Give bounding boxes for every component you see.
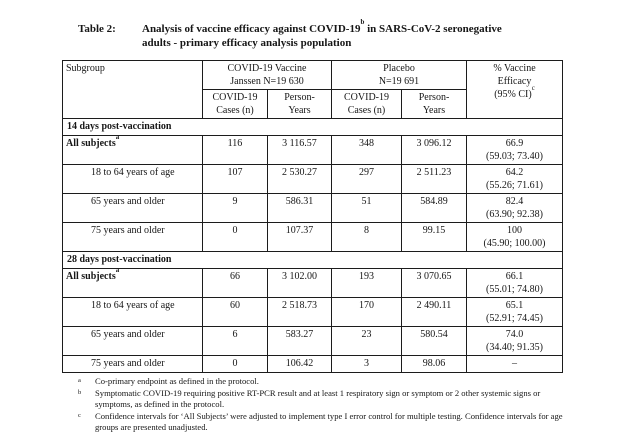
efficacy-cell: 82.4 (63.90; 92.38) bbox=[466, 193, 563, 223]
table-row: 75 years and older 0 107.37 8 99.15 100(… bbox=[62, 222, 563, 252]
vaccine-person-years-cell: 3 102.00 bbox=[267, 268, 332, 298]
footnote-marker: c bbox=[78, 412, 81, 419]
table-title-line1: Analysis of vaccine efficacy against COV… bbox=[142, 18, 502, 35]
table-title: Table 2: Analysis of vaccine efficacy ag… bbox=[78, 18, 578, 50]
subgroup-cell: 65 years and older bbox=[62, 193, 203, 223]
vaccine-person-years-cell: 106.42 bbox=[267, 355, 332, 373]
vaccine-person-years-cell: 107.37 bbox=[267, 222, 332, 252]
footnote-b: b Symptomatic COVID-19 requiring positiv… bbox=[78, 388, 570, 410]
vaccine-cases-cell: 60 bbox=[202, 297, 268, 327]
subgroup-cell: 18 to 64 years of age bbox=[62, 164, 203, 194]
efficacy-cell: – bbox=[466, 355, 563, 373]
placebo-cases-cell: 23 bbox=[331, 326, 402, 356]
vaccine-person-years-cell: 2 530.27 bbox=[267, 164, 332, 194]
efficacy-cell: 65.1 (52.91; 74.45) bbox=[466, 297, 563, 327]
efficacy-cell: 66.1 (55.01; 74.80) bbox=[466, 268, 563, 298]
placebo-person-years-cell: 98.06 bbox=[401, 355, 467, 373]
placebo-person-years-header: Person- Years bbox=[401, 89, 467, 119]
table-row: All subjectsa 66 3 102.00 193 3 070.65 6… bbox=[62, 265, 563, 298]
footnotes: a Co-primary endpoint as defined in the … bbox=[78, 376, 570, 434]
placebo-person-years-cell: 584.89 bbox=[401, 193, 467, 223]
subgroup-column-header: Subgroup bbox=[62, 60, 203, 119]
placebo-group-header: Placebo N=19 691 bbox=[331, 60, 467, 90]
placebo-person-years-cell: 2 511.23 bbox=[401, 164, 467, 194]
vaccine-cases-cell: 9 bbox=[202, 193, 268, 223]
placebo-person-years-cell: 2 490.11 bbox=[401, 297, 467, 327]
table-title-text: Analysis of vaccine efficacy against COV… bbox=[142, 18, 578, 50]
header-footnote-marker-c: c bbox=[531, 83, 535, 92]
section-header-14-days: 14 days post-vaccination bbox=[62, 118, 563, 136]
section-header-28-days: 28 days post-vaccination bbox=[62, 251, 563, 269]
vaccine-person-years-cell: 2 518.73 bbox=[267, 297, 332, 327]
placebo-cases-cell: 3 bbox=[331, 355, 402, 373]
efficacy-column-header: % Vaccine Efficacy (95% CI)c bbox=[466, 60, 563, 119]
subgroup-cell: 18 to 64 years of age bbox=[62, 297, 203, 327]
vaccine-cases-header: COVID-19 Cases (n) bbox=[202, 89, 268, 119]
vaccine-group-header: COVID-19 Vaccine Janssen N=19 630 bbox=[202, 60, 332, 90]
vaccine-cases-cell: 0 bbox=[202, 222, 268, 252]
title-footnote-marker-b: b bbox=[360, 18, 365, 27]
placebo-person-years-cell: 99.15 bbox=[401, 222, 467, 252]
footnote-a: a Co-primary endpoint as defined in the … bbox=[78, 376, 570, 387]
table-row: 65 years and older 9 586.31 51 584.89 82… bbox=[62, 193, 563, 223]
placebo-cases-cell: 193 bbox=[331, 268, 402, 298]
vaccine-cases-cell: 6 bbox=[202, 326, 268, 356]
row-footnote-marker-a: a bbox=[115, 132, 120, 141]
footnote-text: Confidence intervals for ‘All Subjects’ … bbox=[95, 411, 563, 432]
efficacy-cell: 74.0 (34.40; 91.35) bbox=[466, 326, 563, 356]
table-row: 75 years and older 0 106.42 3 98.06 – bbox=[62, 355, 563, 373]
efficacy-cell: 64.2 (55.26; 71.61) bbox=[466, 164, 563, 194]
table-row: 18 to 64 years of age 107 2 530.27 297 2… bbox=[62, 164, 563, 194]
placebo-cases-cell: 297 bbox=[331, 164, 402, 194]
table-title-label: Table 2: bbox=[78, 23, 116, 35]
vaccine-cases-cell: 66 bbox=[202, 268, 268, 298]
vaccine-person-years-cell: 3 116.57 bbox=[267, 135, 332, 165]
footnote-marker: b bbox=[78, 389, 82, 396]
footnote-marker: a bbox=[78, 377, 81, 384]
vaccine-person-years-header: Person- Years bbox=[267, 89, 332, 119]
table-header-sub-row: COVID-19 Cases (n) Person- Years COVID-19 C… bbox=[63, 89, 563, 119]
vaccine-cases-cell: 107 bbox=[202, 164, 268, 194]
placebo-cases-header: COVID-19 Cases (n) bbox=[331, 89, 402, 119]
subgroup-cell: 75 years and older bbox=[62, 222, 203, 252]
placebo-cases-cell: 348 bbox=[331, 135, 402, 165]
subgroup-cell: 75 years and older bbox=[62, 355, 203, 373]
subgroup-cell: All subjectsa bbox=[62, 132, 203, 165]
footnote-text: Symptomatic COVID-19 requiring positive … bbox=[95, 388, 541, 409]
footnote-text: Co-primary endpoint as defined in the pr… bbox=[95, 376, 259, 386]
table-row: All subjectsa 116 3 116.57 348 3 096.12 … bbox=[62, 132, 563, 165]
row-footnote-marker-a: a bbox=[115, 265, 120, 274]
subgroup-cell: All subjectsa bbox=[62, 265, 203, 298]
placebo-cases-cell: 170 bbox=[331, 297, 402, 327]
efficacy-table: Subgroup COVID-19 Vaccine Janssen N=19 6… bbox=[62, 60, 563, 373]
placebo-cases-cell: 51 bbox=[331, 193, 402, 223]
placebo-person-years-cell: 580.54 bbox=[401, 326, 467, 356]
placebo-person-years-cell: 3 096.12 bbox=[401, 135, 467, 165]
table-header-group-row: Subgroup COVID-19 Vaccine Janssen N=19 6… bbox=[62, 60, 563, 119]
table-row: 18 to 64 years of age 60 2 518.73 170 2 … bbox=[62, 297, 563, 327]
table-title-line2: adults - primary efficacy analysis popul… bbox=[142, 37, 352, 49]
vaccine-cases-cell: 116 bbox=[202, 135, 268, 165]
subgroup-cell: 65 years and older bbox=[62, 326, 203, 356]
table-row: 65 years and older 6 583.27 23 580.54 74… bbox=[62, 326, 563, 356]
vaccine-person-years-cell: 583.27 bbox=[267, 326, 332, 356]
vaccine-cases-cell: 0 bbox=[202, 355, 268, 373]
efficacy-cell: 100 (45.90; 100.00) bbox=[466, 222, 563, 252]
placebo-person-years-cell: 3 070.65 bbox=[401, 268, 467, 298]
placebo-cases-cell: 8 bbox=[331, 222, 402, 252]
efficacy-cell: 66.9 (59.03; 73.40) bbox=[466, 135, 563, 165]
footnote-c: c Confidence intervals for ‘All Subjects… bbox=[78, 411, 570, 433]
vaccine-person-years-cell: 586.31 bbox=[267, 193, 332, 223]
